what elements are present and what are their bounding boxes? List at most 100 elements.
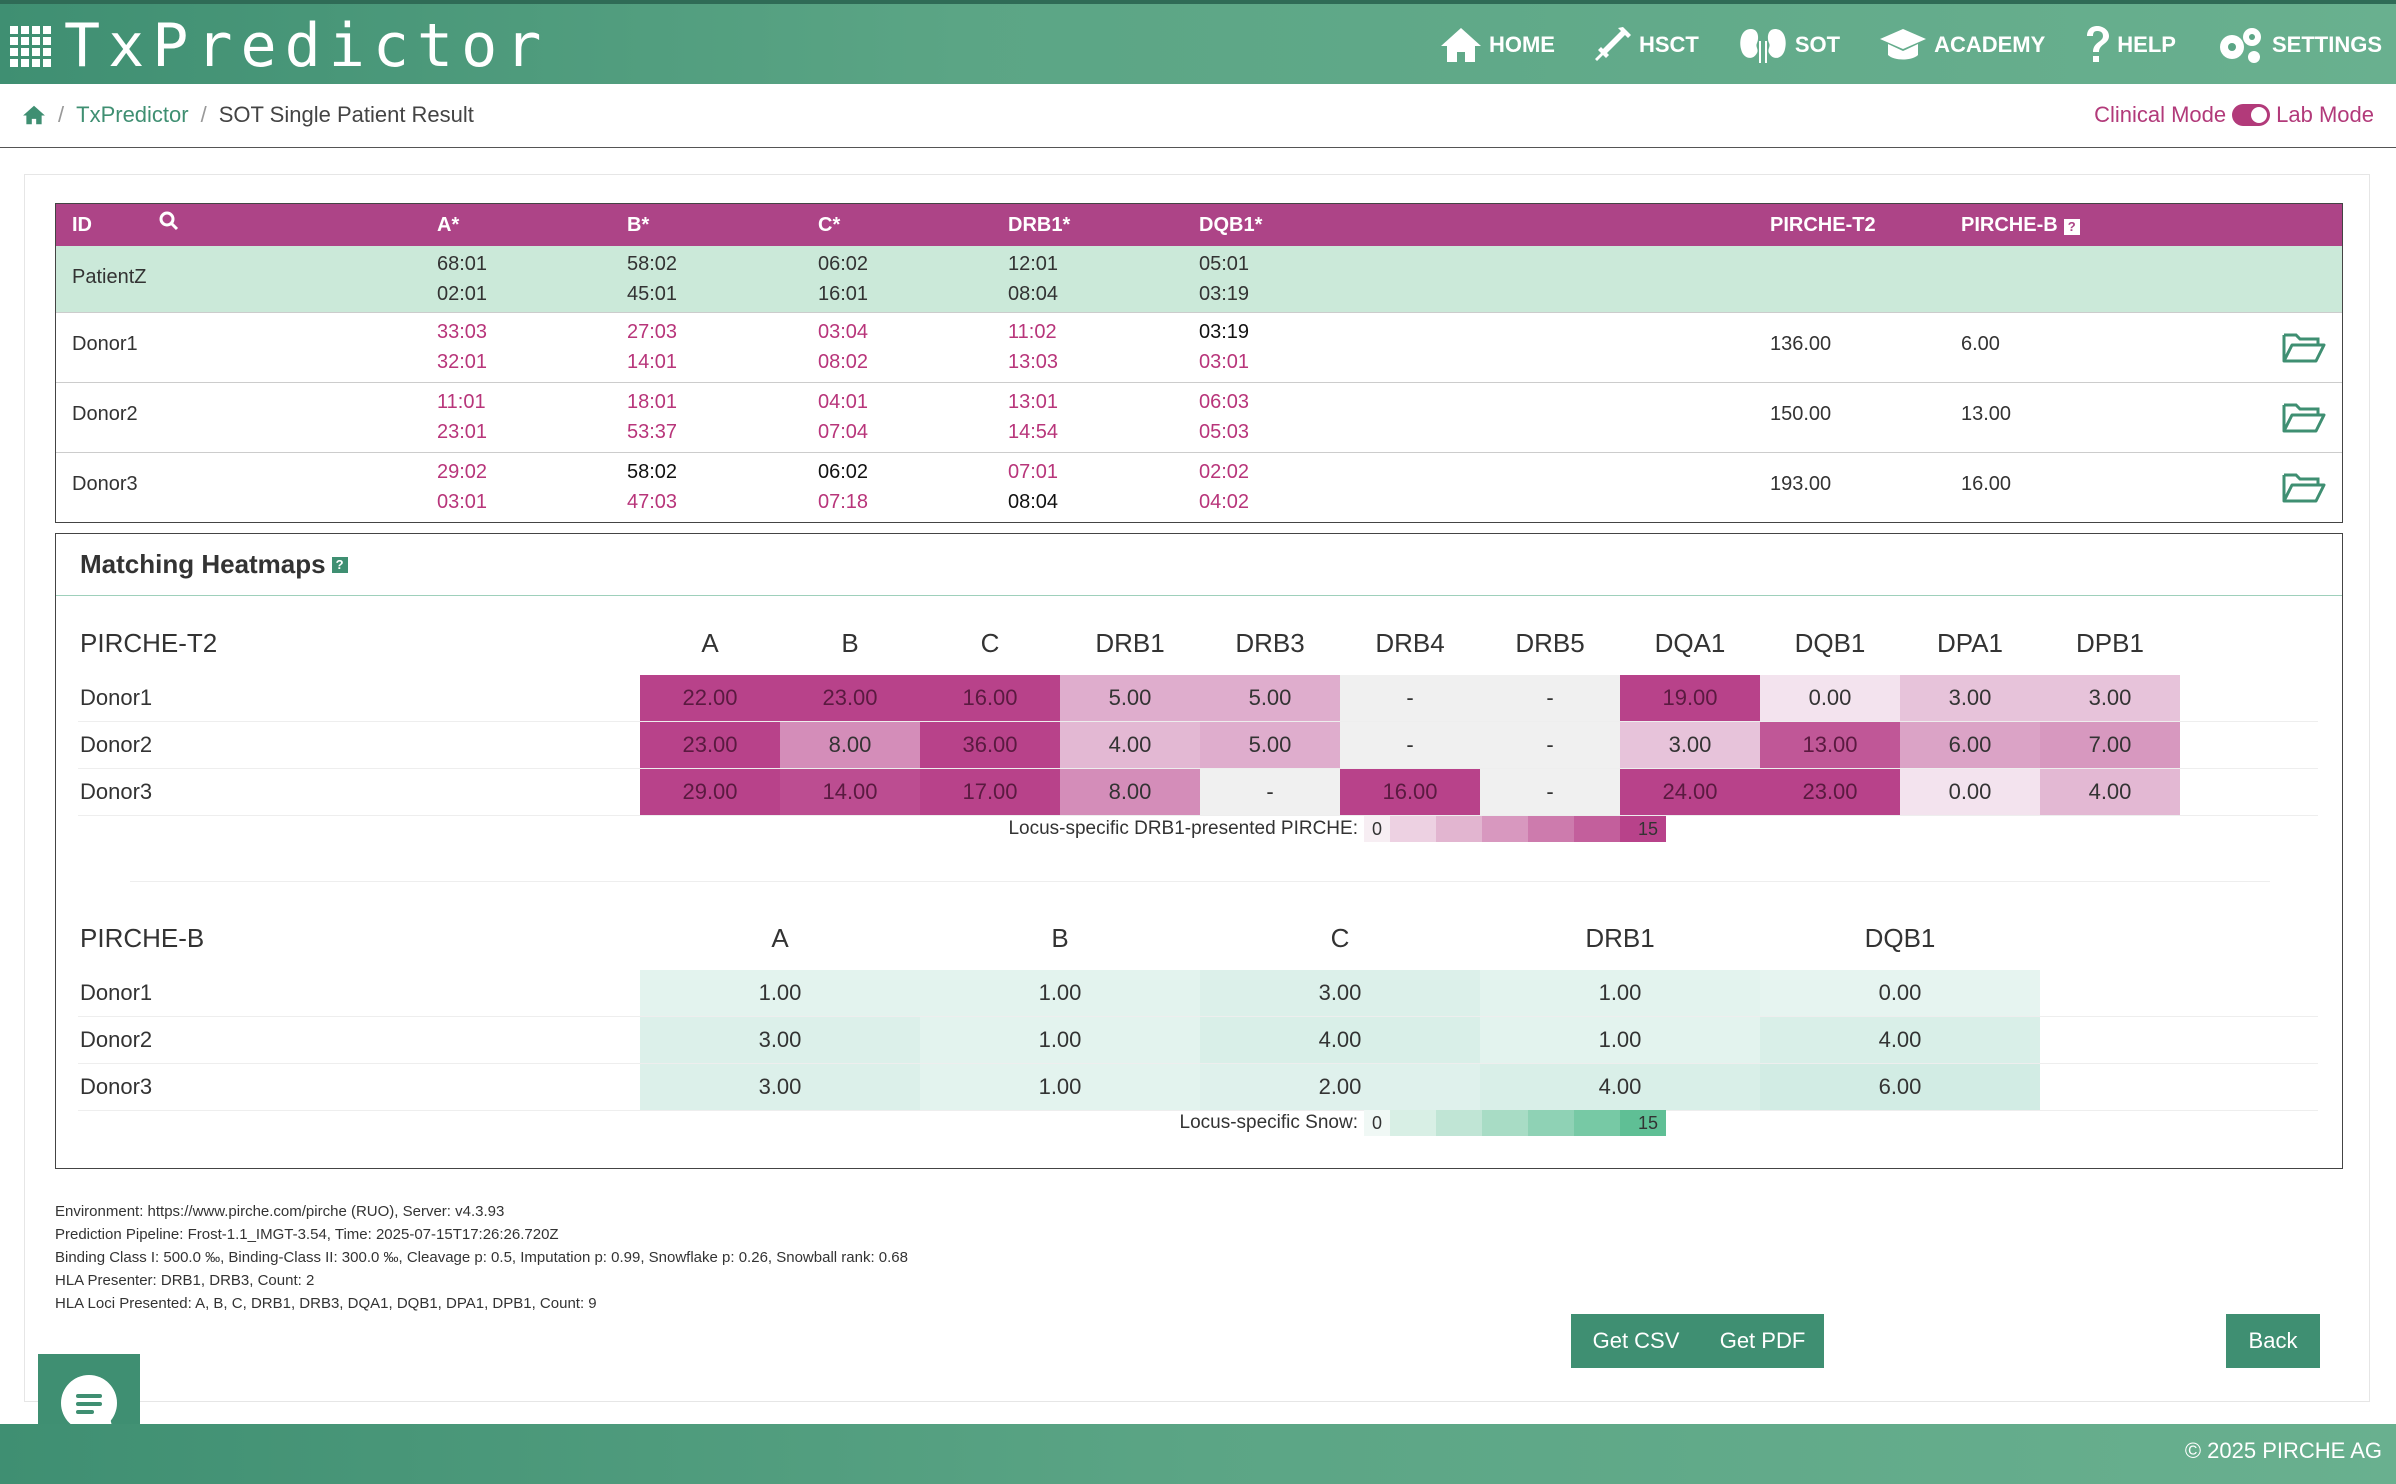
donor-pirche-t2: 136.00 <box>1770 333 1832 355</box>
donor-id: Donor1 <box>72 333 138 355</box>
heatmap-cell: 24.00 <box>1620 769 1760 815</box>
nav-sot[interactable]: SOT <box>1737 25 1840 65</box>
col-pirche-t2: PIRCHE-T2 <box>1770 214 1876 236</box>
nav-sot-label: SOT <box>1794 32 1841 57</box>
heatmap-row-line <box>78 1110 2318 1111</box>
heatmap-row-label: Donor3 <box>80 1074 153 1099</box>
heatmap-cell: 5.00 <box>1200 675 1340 721</box>
help-icon[interactable]: ? <box>331 556 348 573</box>
main-nav: HOME HSCT SOT ACADEMY HELP SETTINGS <box>1401 24 2382 66</box>
home-icon[interactable] <box>22 104 46 126</box>
kidney-icon <box>1740 29 1786 63</box>
open-folder-icon[interactable] <box>2282 331 2326 365</box>
allele-value: 11:02 <box>1008 321 1057 343</box>
get-pdf-button[interactable]: Get PDF <box>1701 1314 1824 1368</box>
search-icon[interactable] <box>158 210 180 232</box>
nav-academy[interactable]: ACADEMY <box>1878 27 2045 63</box>
heatmap-cell: 0.00 <box>1760 970 2040 1016</box>
heatmap-cell: 14.00 <box>780 769 920 815</box>
heatmap-row-line <box>78 721 2318 722</box>
breadcrumb-current: SOT Single Patient Result <box>218 102 474 127</box>
heatmap-cell: 8.00 <box>780 722 920 768</box>
heatmap-cell: 13.00 <box>1760 722 1900 768</box>
donor-pirche-b: 13.00 <box>1961 403 2012 425</box>
allele-value: 08:02 <box>818 351 869 373</box>
heatmap-row-label: Donor3 <box>80 779 153 804</box>
heatmap-cell: 23.00 <box>640 722 780 768</box>
breadcrumb-separator: / <box>200 102 207 127</box>
heatmap-cell: 8.00 <box>1060 769 1200 815</box>
heatmap-col-header: DPB1 <box>2076 628 2144 658</box>
help-icon[interactable]: ? <box>2063 219 2080 235</box>
nav-hsct[interactable]: HSCT <box>1593 25 1699 65</box>
back-button[interactable]: Back <box>2226 1314 2320 1368</box>
info-loci: HLA Loci Presented: A, B, C, DRB1, DRB3,… <box>55 1295 597 1312</box>
heatmap-cell: 3.00 <box>1200 970 1480 1016</box>
allele-value: 07:01 <box>1008 461 1059 483</box>
heatmap-cell: 7.00 <box>2040 722 2180 768</box>
allele-value: 13:03 <box>1008 351 1059 373</box>
heatmap-cell: 3.00 <box>640 1064 920 1110</box>
home-icon <box>1440 28 1481 62</box>
nav-home-label: HOME <box>1488 32 1555 57</box>
heatmap-title-t2: PIRCHE-T2 <box>80 628 218 658</box>
get-csv-button[interactable]: Get CSV <box>1571 1314 1701 1368</box>
col-id: ID <box>72 214 92 236</box>
heatmap-cell: 4.00 <box>1060 722 1200 768</box>
heatmap-cell: 16.00 <box>920 675 1060 721</box>
heatmap-cell: 4.00 <box>2040 769 2180 815</box>
legend-swatch <box>1482 816 1528 842</box>
app-title: TxPredictor <box>64 11 550 81</box>
legend-swatch <box>1436 1110 1482 1136</box>
allele-value: 33:03 <box>437 321 488 343</box>
nav-help[interactable]: HELP <box>2083 24 2176 66</box>
mode-toggle[interactable] <box>2232 104 2271 126</box>
donor-allele-a: 29:02 03:01 <box>437 457 487 517</box>
heatmap-title-b: PIRCHE-B <box>80 923 205 953</box>
heatmap-col-header: DQB1 <box>1864 923 1936 953</box>
heatmap-row-line <box>78 768 2318 769</box>
heatmaps-section: Matching Heatmaps ? <box>55 533 2343 1169</box>
lab-mode-label[interactable]: Lab Mode <box>2276 102 2374 127</box>
donor-row: Donor1 33:03 32:01 27:03 14:01 03:04 08:02 11:0… <box>56 312 2342 382</box>
app-logo[interactable]: TxPredictor <box>10 11 549 81</box>
nav-home[interactable]: HOME <box>1439 26 1555 64</box>
top-navbar: TxPredictor HOME HSCT SOT ACADEMY HELP S… <box>0 0 2396 84</box>
donor-rows: Donor1 33:03 32:01 27:03 14:01 03:04 08:02 11:0… <box>56 312 2342 522</box>
heatmap-cell: 3.00 <box>1900 675 2040 721</box>
legend-label: Locus-specific Snow: <box>1179 1112 1358 1133</box>
allele-value: 04:02 <box>1199 491 1250 513</box>
donor-allele-dqb1: 02:02 04:02 <box>1199 457 1249 517</box>
clinical-mode-label[interactable]: Clinical Mode <box>2094 102 2227 127</box>
footer-bar: © 2025 PIRCHE AG <box>0 1424 2396 1484</box>
open-folder-icon[interactable] <box>2282 401 2326 435</box>
heatmap-cell: 0.00 <box>1900 769 2040 815</box>
heatmap-col-header: DRB1 <box>1095 628 1165 658</box>
legend-label: Locus-specific DRB1-presented PIRCHE: <box>1008 818 1358 839</box>
donor-allele-dqb1: 06:03 05:03 <box>1199 387 1249 447</box>
donor-allele-c: 04:01 07:04 <box>818 387 868 447</box>
patient-a: 68:01 02:01 <box>437 253 488 305</box>
heatmap-col-header: DQA1 <box>1654 628 1726 658</box>
donor-allele-c: 06:02 07:18 <box>818 457 868 517</box>
donor-row: Donor2 11:01 23:01 18:01 53:37 04:01 07:04 13:0… <box>56 382 2342 452</box>
nav-settings[interactable]: SETTINGS <box>2214 25 2382 65</box>
allele-value: 07:04 <box>818 421 869 443</box>
heatmap-cell: 19.00 <box>1620 675 1760 721</box>
heatmap-col-header: DQB1 <box>1794 628 1866 658</box>
open-folder-icon[interactable] <box>2282 471 2326 505</box>
donor-allele-dqb1: 03:19 03:01 <box>1199 317 1249 377</box>
heatmap-col-header: DRB3 <box>1235 628 1305 658</box>
heatmap-cell: 3.00 <box>1620 722 1760 768</box>
heatmap-cell: 1.00 <box>920 1017 1200 1063</box>
legend-swatch <box>1390 1110 1436 1136</box>
breadcrumb-root-link[interactable]: TxPredictor <box>76 102 189 127</box>
heatmap-cell: - <box>1480 769 1620 815</box>
heatmap-row-line <box>78 1063 2318 1064</box>
breadcrumb-bar: / TxPredictor / SOT Single Patient Resul… <box>0 84 2396 148</box>
heatmap-cell: 4.00 <box>1480 1064 1760 1110</box>
heatmap-col-header: A <box>771 923 789 953</box>
patient-b: 58:02 45:01 <box>627 253 678 305</box>
heatmap-row-label: Donor1 <box>80 980 153 1005</box>
heatmap-row-line <box>78 1016 2318 1017</box>
